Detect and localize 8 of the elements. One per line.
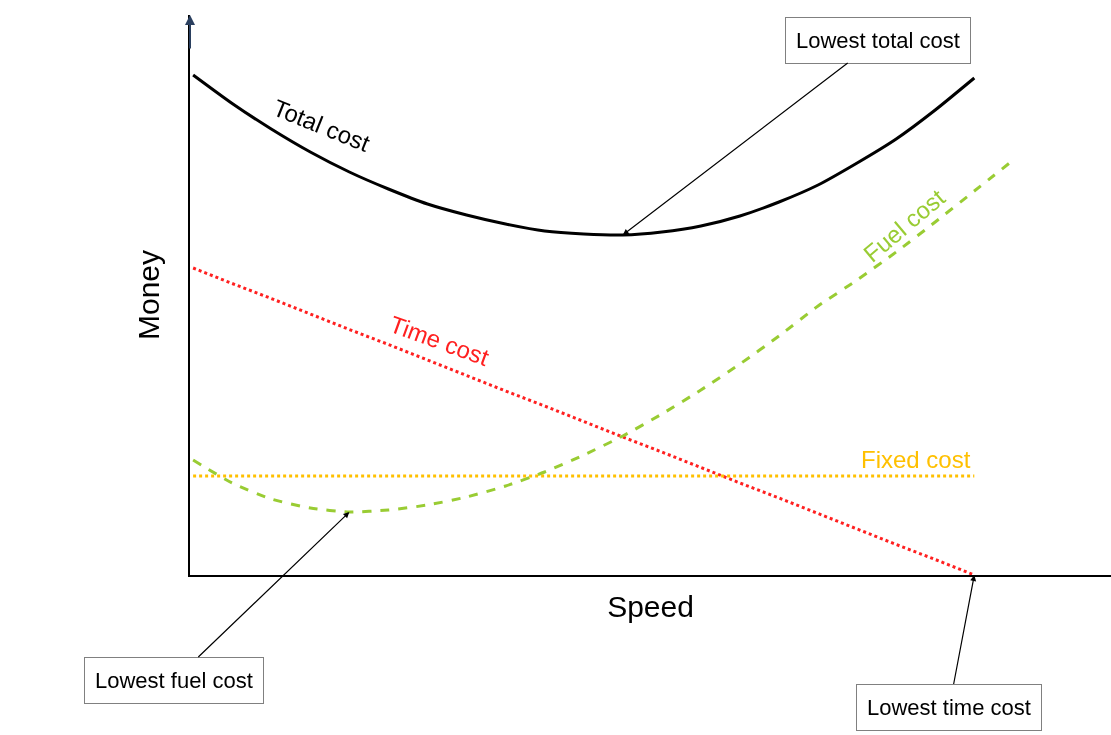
text: Total cost xyxy=(269,93,374,157)
text: Time cost xyxy=(386,310,493,372)
text: Lowest time cost xyxy=(867,695,1031,720)
series-label: Fixed cost xyxy=(861,446,971,473)
text: Lowest total cost xyxy=(796,28,960,53)
x-axis-title: Speed xyxy=(607,590,694,623)
text: Lowest fuel cost xyxy=(95,668,253,693)
y-axis-title: Money xyxy=(131,249,165,341)
